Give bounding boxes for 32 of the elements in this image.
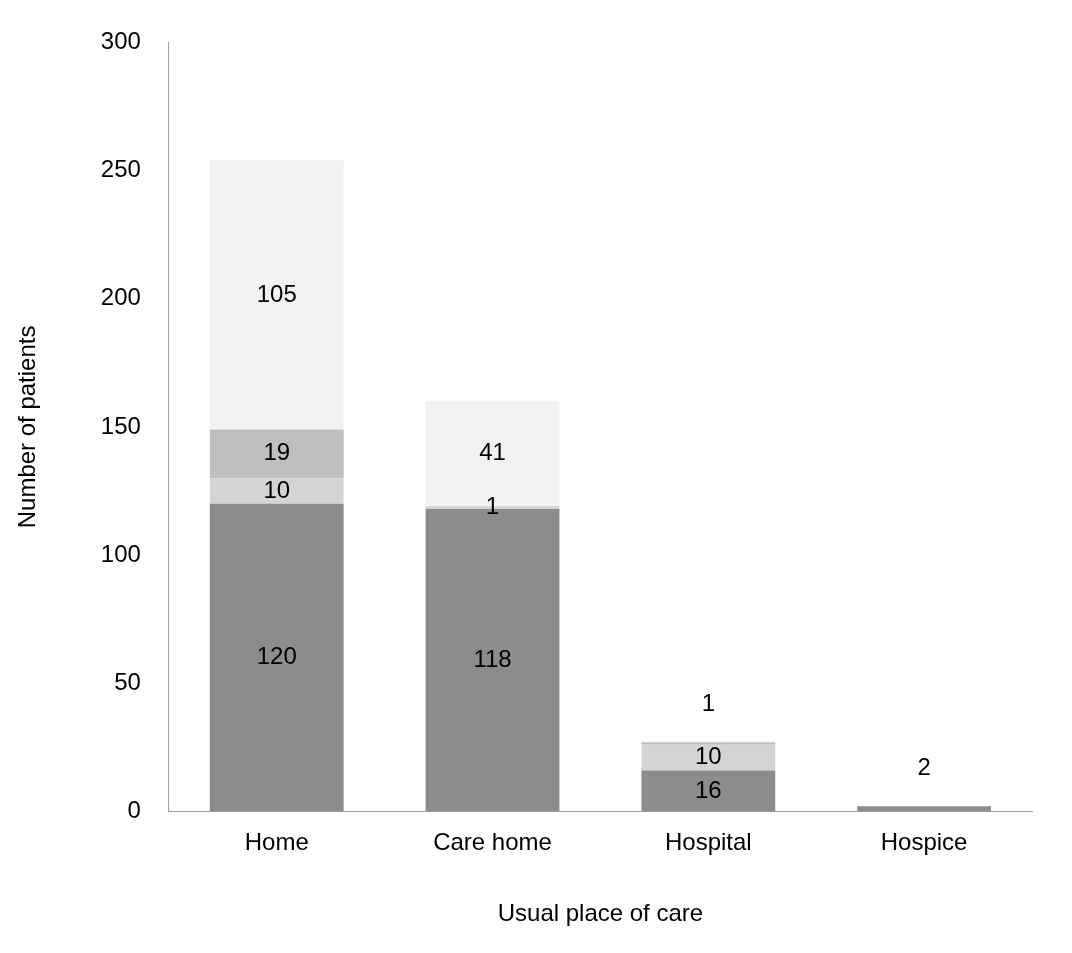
bar [857,806,991,812]
y-tick-label: 100 [100,539,141,567]
data-label: 1 [701,688,715,716]
x-tick-label: Home [244,828,309,856]
data-label: 2 [917,752,931,780]
y-tick-label: 50 [114,667,141,695]
y-tick-label: 150 [100,411,141,439]
bar [209,503,344,812]
bar [641,744,776,771]
y-tick-label: 200 [100,283,141,311]
data-label: 16 [694,775,722,803]
bar [209,478,344,504]
data-label: 10 [263,475,291,503]
data-label: 118 [473,644,512,672]
data-label: 1 [485,492,500,520]
data-label: 19 [263,438,291,466]
x-tick-label: Hospice [880,828,968,856]
x-tick-label: Care home [433,828,552,856]
data-label: 120 [256,642,297,670]
data-label: 10 [694,742,722,770]
y-axis-title: Number of patients [13,325,41,529]
bar [641,742,776,745]
bar [209,160,344,430]
data-label: 105 [256,279,297,307]
y-tick-label: 0 [127,796,141,824]
bar [641,770,776,812]
bar [209,429,344,479]
data-label: 41 [479,438,506,466]
y-tick-label: 250 [100,155,141,183]
y-tick-label: 300 [100,27,141,55]
x-axis-title: Usual place of care [497,899,704,927]
x-tick-label: Hospital [664,828,752,856]
